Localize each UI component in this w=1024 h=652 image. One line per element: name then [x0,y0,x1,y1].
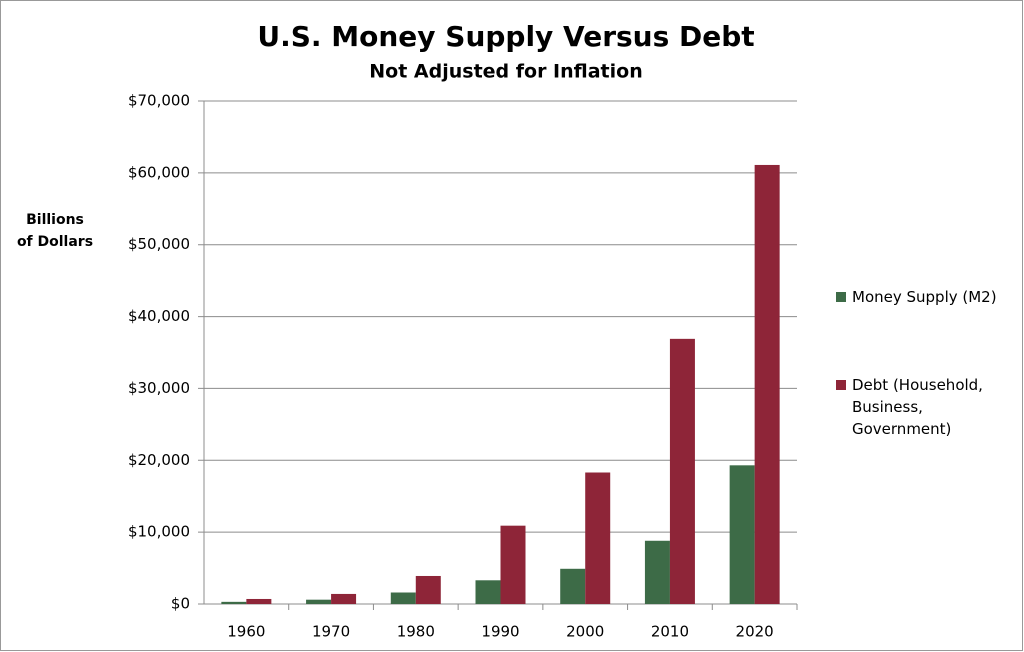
x-tick-label: 1960 [227,623,265,641]
bar [585,472,611,604]
x-tick-label: 2000 [566,623,604,641]
bar [331,593,357,604]
y-tick-label: $30,000 [128,379,190,397]
x-tick-label: 1990 [481,623,519,641]
bar [644,540,670,604]
legend-swatch [836,380,846,390]
y-tick-label: $0 [171,595,190,613]
y-tick-label: $60,000 [128,163,190,181]
bar [306,599,332,604]
y-tick-label: $50,000 [128,235,190,253]
y-tick-label: $40,000 [128,307,190,325]
bar [390,592,416,604]
bar [669,338,695,604]
legend-label: Money Supply (M2) [852,288,997,306]
y-tick-label: $10,000 [128,523,190,541]
bar [246,598,272,604]
bar [560,568,586,604]
y-axis-label: of Dollars [17,234,93,250]
bar [729,465,755,604]
chart-subtitle: Not Adjusted for Inflation [369,61,642,83]
legend-swatch [836,292,846,302]
legend-item: Debt (Household, Business, Government) [836,374,1006,440]
legend-label: Debt (Household, Business, Government) [852,376,983,438]
bar [500,525,526,604]
x-tick-label: 2020 [736,623,774,641]
y-axis-label: Billions [26,212,84,228]
y-tick-label: $70,000 [128,92,190,110]
x-tick-label: 1970 [312,623,350,641]
legend-item: Money Supply (M2) [836,286,1006,308]
bar [754,164,780,604]
x-tick-label: 2010 [651,623,689,641]
chart-title: U.S. Money Supply Versus Debt [257,20,754,53]
y-tick-label: $20,000 [128,451,190,469]
x-tick-label: 1980 [397,623,435,641]
bar [221,601,247,604]
bar [475,580,501,604]
bar [415,575,441,604]
